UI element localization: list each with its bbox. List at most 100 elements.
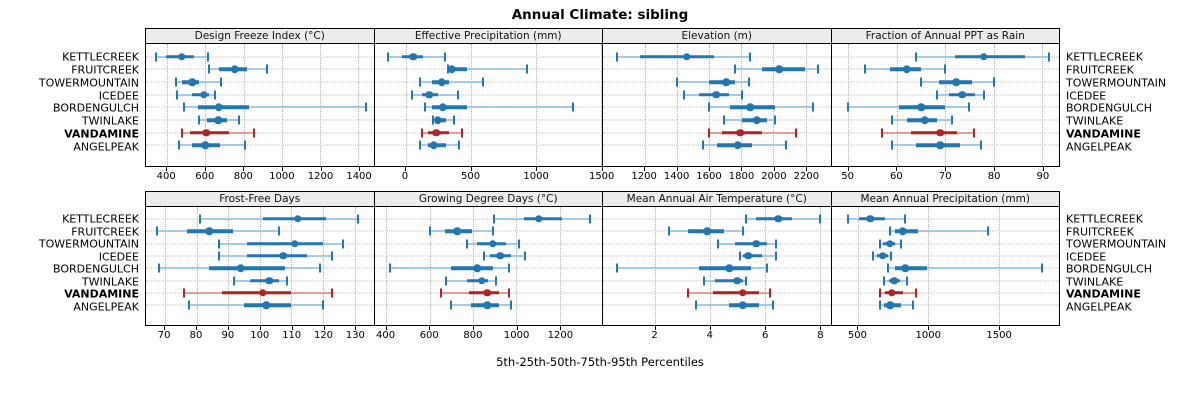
median-dot <box>434 116 442 124</box>
whisker-cap <box>886 263 889 273</box>
panel: Elevation (m) 1200 1400 1600 1800 2000 2200 <box>602 28 832 187</box>
whisker-cap <box>387 52 390 62</box>
range-25th-75th <box>761 67 805 72</box>
horizontal-gridline <box>374 218 602 220</box>
whisker-cap <box>572 102 575 112</box>
whisker-cap <box>342 239 345 249</box>
whisker-cap <box>744 276 747 286</box>
median-dot <box>739 289 747 297</box>
vertical-gridline <box>1042 44 1044 166</box>
whisker-cap <box>818 214 821 224</box>
vertical-gridline <box>559 207 561 325</box>
vertical-gridline <box>805 44 807 166</box>
axis-tick <box>896 167 898 171</box>
axis-tick-label: 500 <box>847 330 867 341</box>
axis-tick-label: 90 <box>1036 171 1050 182</box>
horizontal-gridline <box>374 132 602 134</box>
horizontal-gridline <box>603 255 831 257</box>
whisker-cap <box>878 300 881 310</box>
median-dot <box>775 65 783 74</box>
median-dot <box>478 276 486 285</box>
axis-tick-label: 600 <box>419 330 439 341</box>
whisker-cap <box>769 288 772 298</box>
axis-tick-label: 1500 <box>588 171 615 182</box>
vertical-gridline <box>291 207 293 325</box>
whisker-cap <box>785 140 788 150</box>
median-dot <box>890 276 898 285</box>
site-label: FRUITCREEK <box>71 63 139 77</box>
whisker-cap <box>217 239 220 249</box>
whisker-cap <box>208 64 211 74</box>
vertical-gridline <box>535 44 537 166</box>
axis-tick-label: 6 <box>761 330 769 341</box>
median-dot <box>237 264 245 272</box>
axis-tick-label: 120 <box>313 330 334 341</box>
whisker-cap <box>740 90 743 100</box>
whisker-cap <box>872 251 875 261</box>
axis-tick-label: 1400 <box>663 171 690 182</box>
whisker-cap <box>217 251 220 261</box>
whisker-cap <box>811 102 814 112</box>
whisker-cap <box>968 102 971 112</box>
axis-tick-label: 2200 <box>793 171 820 182</box>
panel-strip: Fraction of Annual PPT as Rain <box>830 28 1060 44</box>
whisker-cap <box>176 90 179 100</box>
whisker-cap <box>424 102 427 112</box>
vertical-gridline <box>470 44 472 166</box>
whisker-cap <box>429 226 432 236</box>
whisker-cap <box>174 77 177 87</box>
axis-tick <box>601 167 603 171</box>
median-dot <box>453 227 462 235</box>
axis-tick <box>227 326 229 330</box>
vertical-gridline <box>281 44 283 166</box>
whisker-cap <box>494 276 497 286</box>
axis-tick <box>472 326 474 330</box>
whisker-cap <box>243 140 246 150</box>
median-dot <box>473 264 482 272</box>
whisker-cap <box>900 239 903 249</box>
whisker-cap <box>526 64 529 74</box>
whisker-cap <box>935 90 938 100</box>
horizontal-gridline <box>374 56 602 58</box>
median-dot <box>425 90 434 99</box>
x-axis: 500 1000 1500 <box>831 326 1061 346</box>
median-dot <box>432 128 440 137</box>
axis-tick-label: 2000 <box>761 171 787 182</box>
axis-tick-label: 110 <box>282 330 302 341</box>
vertical-gridline <box>676 44 678 166</box>
median-dot <box>201 141 210 150</box>
horizontal-gridline <box>146 119 374 121</box>
site-label: BORDENGULCH <box>1066 262 1152 276</box>
axis-tick-label: 400 <box>156 171 176 182</box>
median-dot <box>885 239 894 248</box>
horizontal-gridline <box>374 144 602 146</box>
axis-tick <box>676 167 678 171</box>
whisker-cap <box>154 52 157 62</box>
whisker-cap <box>156 226 159 236</box>
whisker-cap <box>847 102 850 112</box>
whisker-cap <box>183 102 186 112</box>
horizontal-gridline <box>146 56 374 58</box>
whisker-cap <box>388 263 391 273</box>
vertical-gridline <box>228 207 230 325</box>
site-label: BORDENGULCH <box>53 101 139 115</box>
whisker-cap <box>741 226 744 236</box>
whisker-cap <box>744 214 747 224</box>
axis-tick-label: 90 <box>221 330 235 341</box>
whisker-cap <box>157 263 160 273</box>
median-dot <box>202 128 210 137</box>
site-label: BORDENGULCH <box>53 262 139 276</box>
site-labels-right: KETTLECREEK FRUITCREEK TOWERMOUNTAIN ICEDEE… <box>1060 191 1200 327</box>
median-dot <box>488 239 497 248</box>
whisker-cap <box>364 102 367 112</box>
panel-strip: Frost-Free Days <box>145 191 375 207</box>
axis-tick <box>644 167 646 171</box>
axis-tick <box>166 167 168 171</box>
axis-tick <box>765 326 767 330</box>
site-label: KETTLECREEK <box>1066 50 1143 64</box>
range-25th-75th <box>715 278 743 283</box>
median-dot <box>879 252 887 260</box>
axis-tick <box>847 167 849 171</box>
median-dot <box>262 301 270 310</box>
axis-tick <box>470 167 472 171</box>
